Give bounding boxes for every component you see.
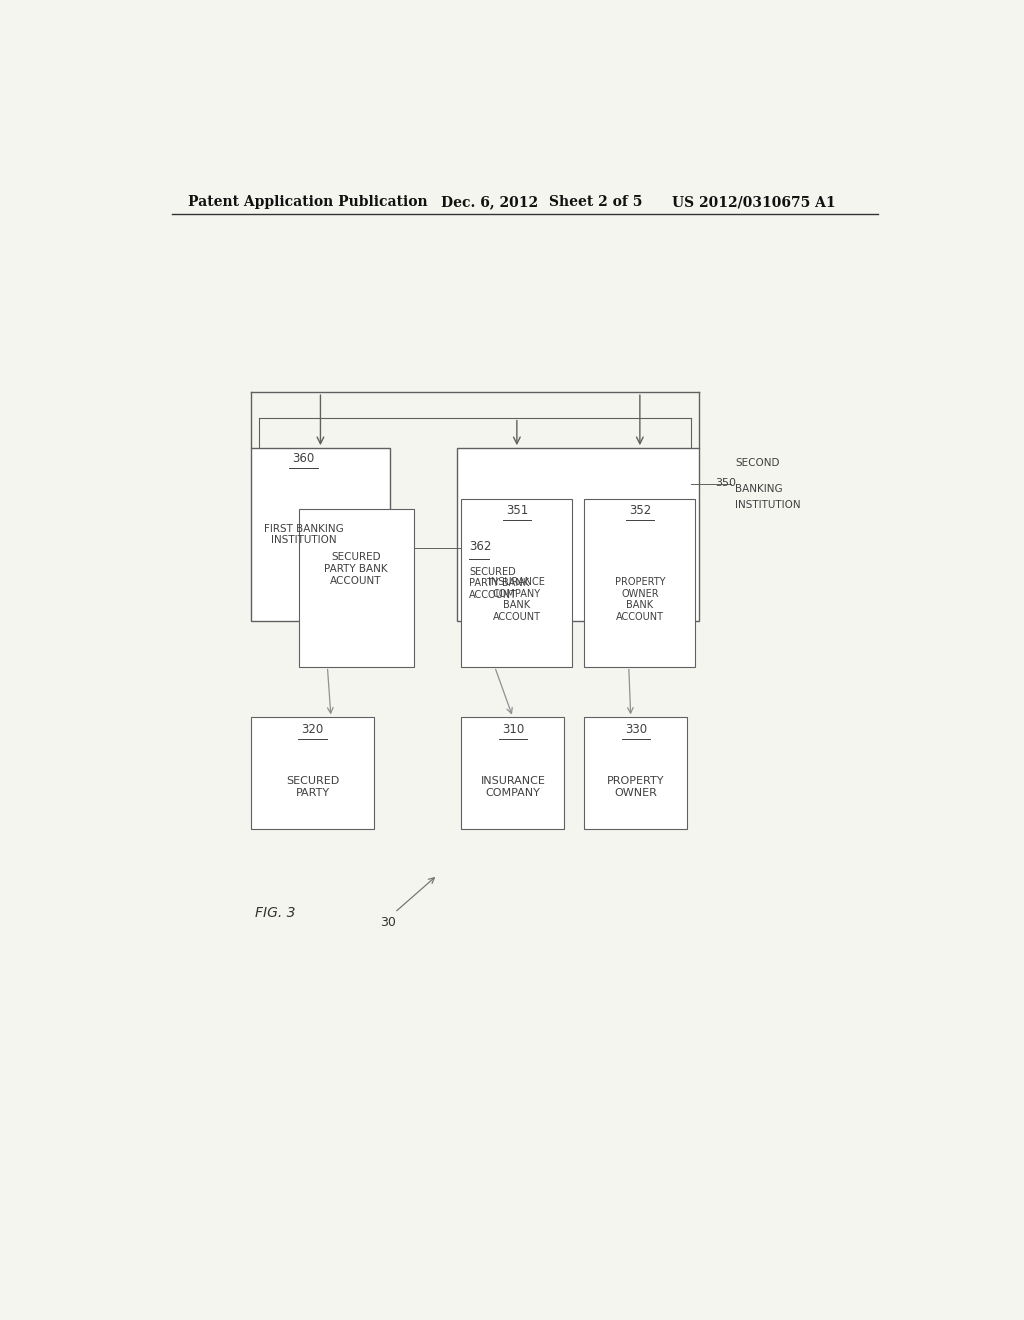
- Bar: [461, 718, 564, 829]
- Text: FIG. 3: FIG. 3: [255, 906, 296, 920]
- Text: 330: 330: [625, 722, 647, 735]
- Text: INSTITUTION: INSTITUTION: [735, 500, 801, 510]
- Bar: [299, 510, 414, 667]
- Text: SECURED
PARTY BANK
ACCOUNT: SECURED PARTY BANK ACCOUNT: [469, 566, 529, 599]
- Text: 30: 30: [380, 916, 396, 929]
- Bar: [585, 499, 695, 667]
- Text: US 2012/0310675 A1: US 2012/0310675 A1: [672, 195, 836, 209]
- Text: FIRST BANKING
INSTITUTION: FIRST BANKING INSTITUTION: [264, 524, 344, 545]
- Text: 351: 351: [506, 504, 528, 517]
- Text: Dec. 6, 2012: Dec. 6, 2012: [441, 195, 539, 209]
- Text: 362: 362: [469, 540, 492, 553]
- Text: SECURED
PARTY BANK
ACCOUNT: SECURED PARTY BANK ACCOUNT: [325, 552, 388, 586]
- Text: INSURANCE
COMPANY: INSURANCE COMPANY: [480, 776, 546, 797]
- Text: PROPERTY
OWNER
BANK
ACCOUNT: PROPERTY OWNER BANK ACCOUNT: [614, 577, 666, 622]
- Text: SECURED
PARTY: SECURED PARTY: [286, 776, 339, 797]
- Text: 350: 350: [715, 478, 736, 487]
- Text: PROPERTY
OWNER: PROPERTY OWNER: [607, 776, 665, 797]
- Text: 352: 352: [629, 504, 651, 517]
- Text: BANKING: BANKING: [735, 483, 782, 494]
- Text: Sheet 2 of 5: Sheet 2 of 5: [549, 195, 642, 209]
- Text: Patent Application Publication: Patent Application Publication: [187, 195, 427, 209]
- Text: INSURANCE
COMPANY
BANK
ACCOUNT: INSURANCE COMPANY BANK ACCOUNT: [488, 577, 546, 622]
- Text: 310: 310: [502, 722, 524, 735]
- Bar: [585, 718, 687, 829]
- Bar: [251, 447, 390, 620]
- Text: SECOND: SECOND: [735, 458, 779, 469]
- Bar: [461, 499, 572, 667]
- Text: 320: 320: [301, 722, 324, 735]
- Bar: [458, 447, 699, 620]
- Bar: [251, 718, 374, 829]
- Text: 360: 360: [293, 453, 315, 465]
